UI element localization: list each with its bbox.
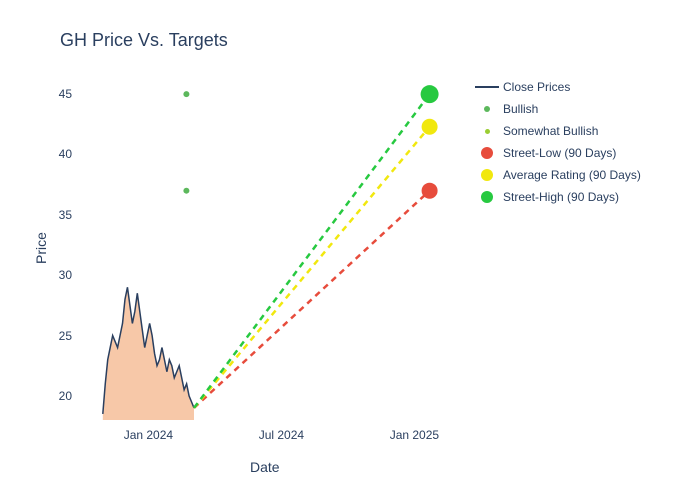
target-dot-average [422, 119, 438, 135]
legend-swatch [475, 191, 499, 203]
x-tick: Jan 2025 [390, 420, 439, 442]
y-tick: 25 [59, 329, 80, 343]
legend-swatch [475, 129, 499, 134]
legend-swatch [475, 169, 499, 181]
legend-swatch [475, 147, 499, 159]
close-prices-area [103, 287, 194, 420]
bullish-dot [183, 188, 189, 194]
target-dot-street_low [422, 183, 438, 199]
x-axis-label: Date [250, 459, 280, 475]
target-line-street_low [194, 191, 430, 408]
legend-item[interactable]: Somewhat Bullish [475, 122, 641, 140]
y-tick: 35 [59, 208, 80, 222]
legend-item[interactable]: Bullish [475, 100, 641, 118]
legend-item[interactable]: Street-High (90 Days) [475, 188, 641, 206]
target-line-average [194, 127, 430, 408]
legend-item[interactable]: Average Rating (90 Days) [475, 166, 641, 184]
legend-label: Street-Low (90 Days) [503, 146, 616, 160]
plot-svg [80, 70, 460, 420]
legend-item[interactable]: Street-Low (90 Days) [475, 144, 641, 162]
y-axis-label: Price [33, 232, 49, 264]
x-tick: Jul 2024 [259, 420, 304, 442]
legend-dot-icon [481, 191, 493, 203]
legend-swatch [475, 106, 499, 112]
legend-dot-icon [484, 106, 490, 112]
legend-swatch [475, 86, 499, 88]
legend-dot-icon [485, 129, 490, 134]
legend-line-icon [475, 86, 499, 88]
legend-label: Average Rating (90 Days) [503, 168, 641, 182]
x-tick: Jan 2024 [124, 420, 173, 442]
target-dot-street_high [421, 85, 439, 103]
y-tick: 45 [59, 87, 80, 101]
legend-item[interactable]: Close Prices [475, 78, 641, 96]
y-tick: 20 [59, 389, 80, 403]
legend-dot-icon [481, 169, 493, 181]
legend-label: Street-High (90 Days) [503, 190, 619, 204]
chart-container: GH Price Vs. Targets Price Date 20253035… [0, 0, 700, 500]
bullish-dot [183, 91, 189, 97]
y-tick: 30 [59, 268, 80, 282]
chart-title: GH Price Vs. Targets [60, 30, 228, 51]
target-line-street_high [194, 94, 430, 408]
legend-label: Bullish [503, 102, 538, 116]
legend: Close Prices Bullish Somewhat Bullish Stree… [475, 78, 641, 210]
y-tick: 40 [59, 147, 80, 161]
plot-area: 202530354045 Jan 2024Jul 2024Jan 2025 [80, 70, 460, 420]
legend-dot-icon [481, 147, 493, 159]
legend-label: Somewhat Bullish [503, 124, 598, 138]
legend-label: Close Prices [503, 80, 570, 94]
